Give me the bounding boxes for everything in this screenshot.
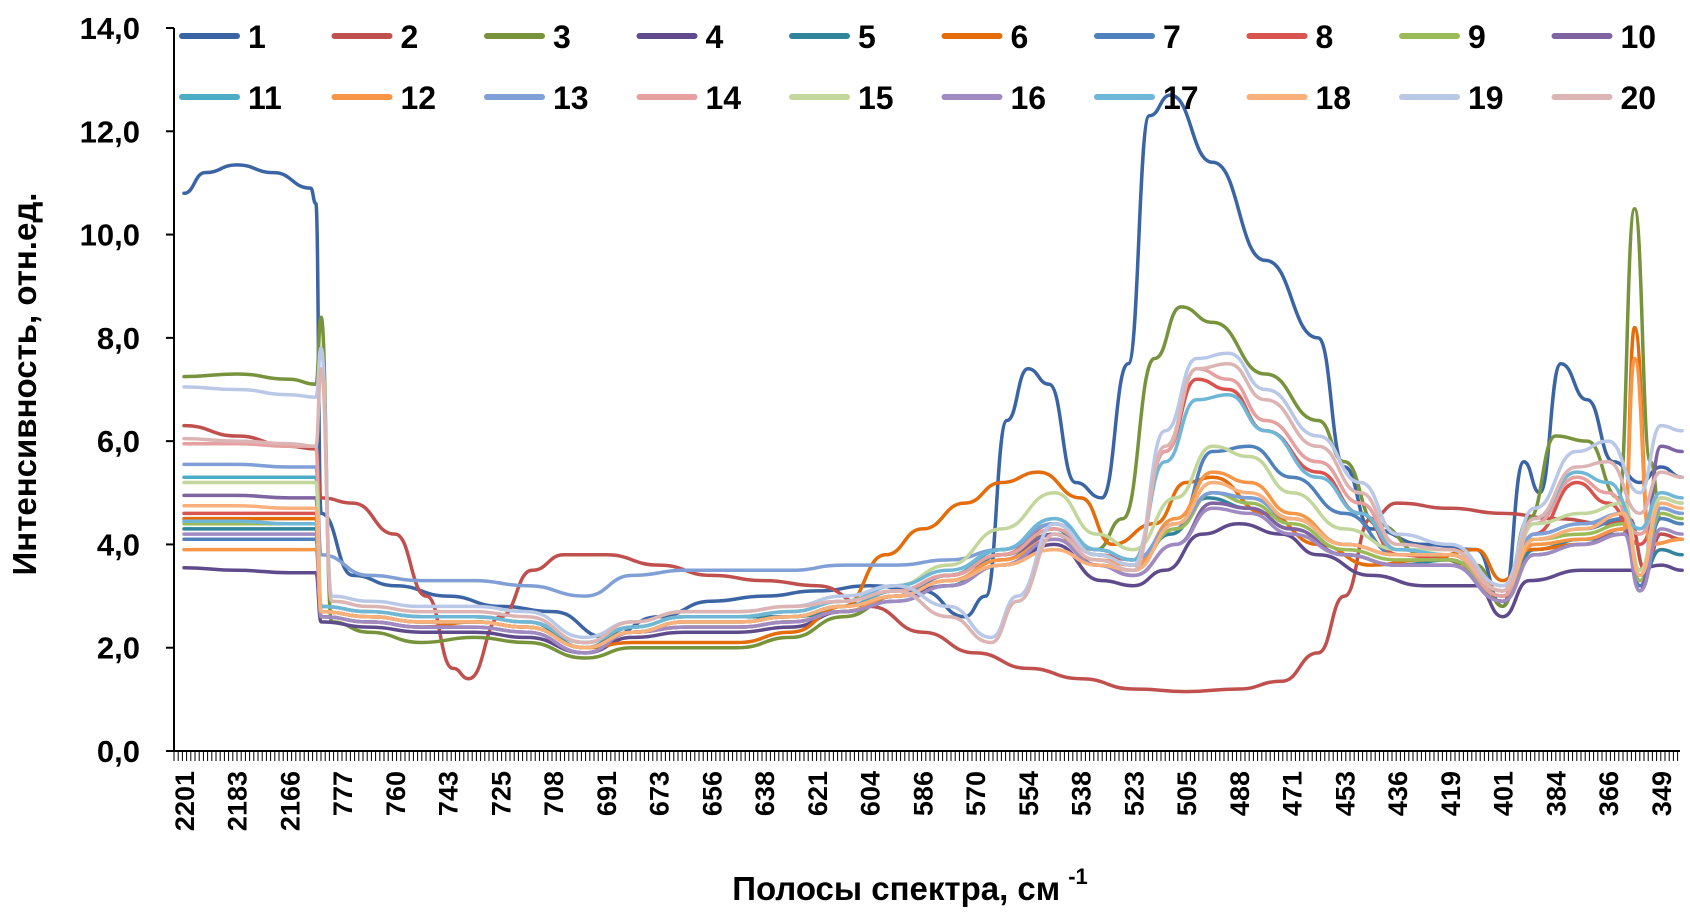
- y-tick-label: 0,0: [97, 734, 140, 769]
- series-line-18: [182, 480, 1684, 650]
- x-tick-label: 777: [328, 771, 358, 816]
- x-tick-label: 743: [434, 771, 464, 816]
- x-tick-label: 436: [1383, 771, 1413, 816]
- legend-label-1: 1: [248, 19, 266, 55]
- x-tick-label: 604: [856, 771, 886, 816]
- x-tick-label: 349: [1647, 771, 1677, 816]
- x-tick-label: 2201: [170, 771, 200, 831]
- plot-area: [173, 28, 1680, 761]
- x-tick-label: 621: [803, 771, 833, 816]
- legend-label-15: 15: [858, 80, 894, 116]
- x-tick-label: 419: [1436, 771, 1466, 816]
- series-line-1: [182, 93, 1684, 640]
- x-axis-ticks: 2201 2183 2166 777 760 743 725 708 691 673 656 638 6…: [170, 771, 1677, 831]
- x-tick-label: 656: [697, 771, 727, 816]
- x-tick-label: 538: [1067, 771, 1097, 816]
- legend-label-17: 17: [1163, 80, 1199, 116]
- x-tick-label: 725: [486, 771, 516, 816]
- legend-label-13: 13: [553, 80, 589, 116]
- x-tick-label: 673: [645, 771, 675, 816]
- x-axis-title: Полосы спектра, см -1: [732, 864, 1088, 907]
- x-tick-label: 453: [1330, 771, 1360, 816]
- legend-label-14: 14: [706, 80, 742, 116]
- y-tick-label: 2,0: [97, 631, 140, 666]
- legend-label-16: 16: [1011, 80, 1047, 116]
- series-line-2: [182, 423, 1684, 694]
- series-line-19: [182, 346, 1684, 640]
- legend-label-18: 18: [1316, 80, 1352, 116]
- legend-label-7: 7: [1163, 19, 1181, 55]
- y-tick-label: 14,0: [80, 11, 140, 46]
- x-tick-label: 570: [961, 771, 991, 816]
- legend-label-20: 20: [1621, 80, 1657, 116]
- x-tick-label: 554: [1014, 771, 1044, 816]
- y-axis-ticks: 0,0 2,0 4,0 6,0 8,0 10,0 12,0 14,0: [80, 11, 174, 769]
- x-tick-label: 708: [539, 771, 569, 816]
- y-tick-label: 10,0: [80, 218, 140, 253]
- x-tick-label: 401: [1489, 771, 1519, 816]
- y-tick-label: 8,0: [97, 321, 140, 356]
- legend-label-12: 12: [401, 80, 437, 116]
- x-tick-label: 471: [1278, 771, 1308, 816]
- x-axis-title-text: Полосы спектра, см: [732, 870, 1060, 907]
- series-line-6: [182, 325, 1684, 650]
- y-tick-label: 6,0: [97, 424, 140, 459]
- legend-label-9: 9: [1468, 19, 1486, 55]
- x-tick-label: 366: [1594, 771, 1624, 816]
- legend-label-5: 5: [858, 19, 876, 55]
- y-tick-label: 12,0: [80, 114, 140, 149]
- x-tick-label: 2166: [275, 771, 305, 831]
- x-tick-label: 638: [750, 771, 780, 816]
- x-tick-label: 760: [381, 771, 411, 816]
- legend-label-8: 8: [1316, 19, 1334, 55]
- legend-label-3: 3: [553, 19, 571, 55]
- legend-label-2: 2: [401, 19, 419, 55]
- y-tick-label: 4,0: [97, 527, 140, 562]
- x-tick-label: 586: [908, 771, 938, 816]
- legend-label-19: 19: [1468, 80, 1504, 116]
- x-tick-label: 488: [1225, 771, 1255, 816]
- x-tick-label: 384: [1541, 771, 1571, 816]
- legend-label-10: 10: [1621, 19, 1657, 55]
- series-line-3: [182, 207, 1684, 660]
- x-tick-label: 2183: [223, 771, 253, 831]
- legend-label-6: 6: [1011, 19, 1029, 55]
- legend-label-4: 4: [706, 19, 724, 55]
- series-layer: [182, 93, 1684, 694]
- x-axis-title-superscript: -1: [1068, 864, 1088, 889]
- legend-label-11: 11: [248, 80, 282, 116]
- x-tick-label: 523: [1119, 771, 1149, 816]
- x-tick-label: 691: [592, 771, 622, 816]
- x-tick-label: 505: [1172, 771, 1202, 816]
- y-axis-title: Интенсивность, отн.ед.: [6, 193, 43, 576]
- series-line-20: [182, 361, 1684, 645]
